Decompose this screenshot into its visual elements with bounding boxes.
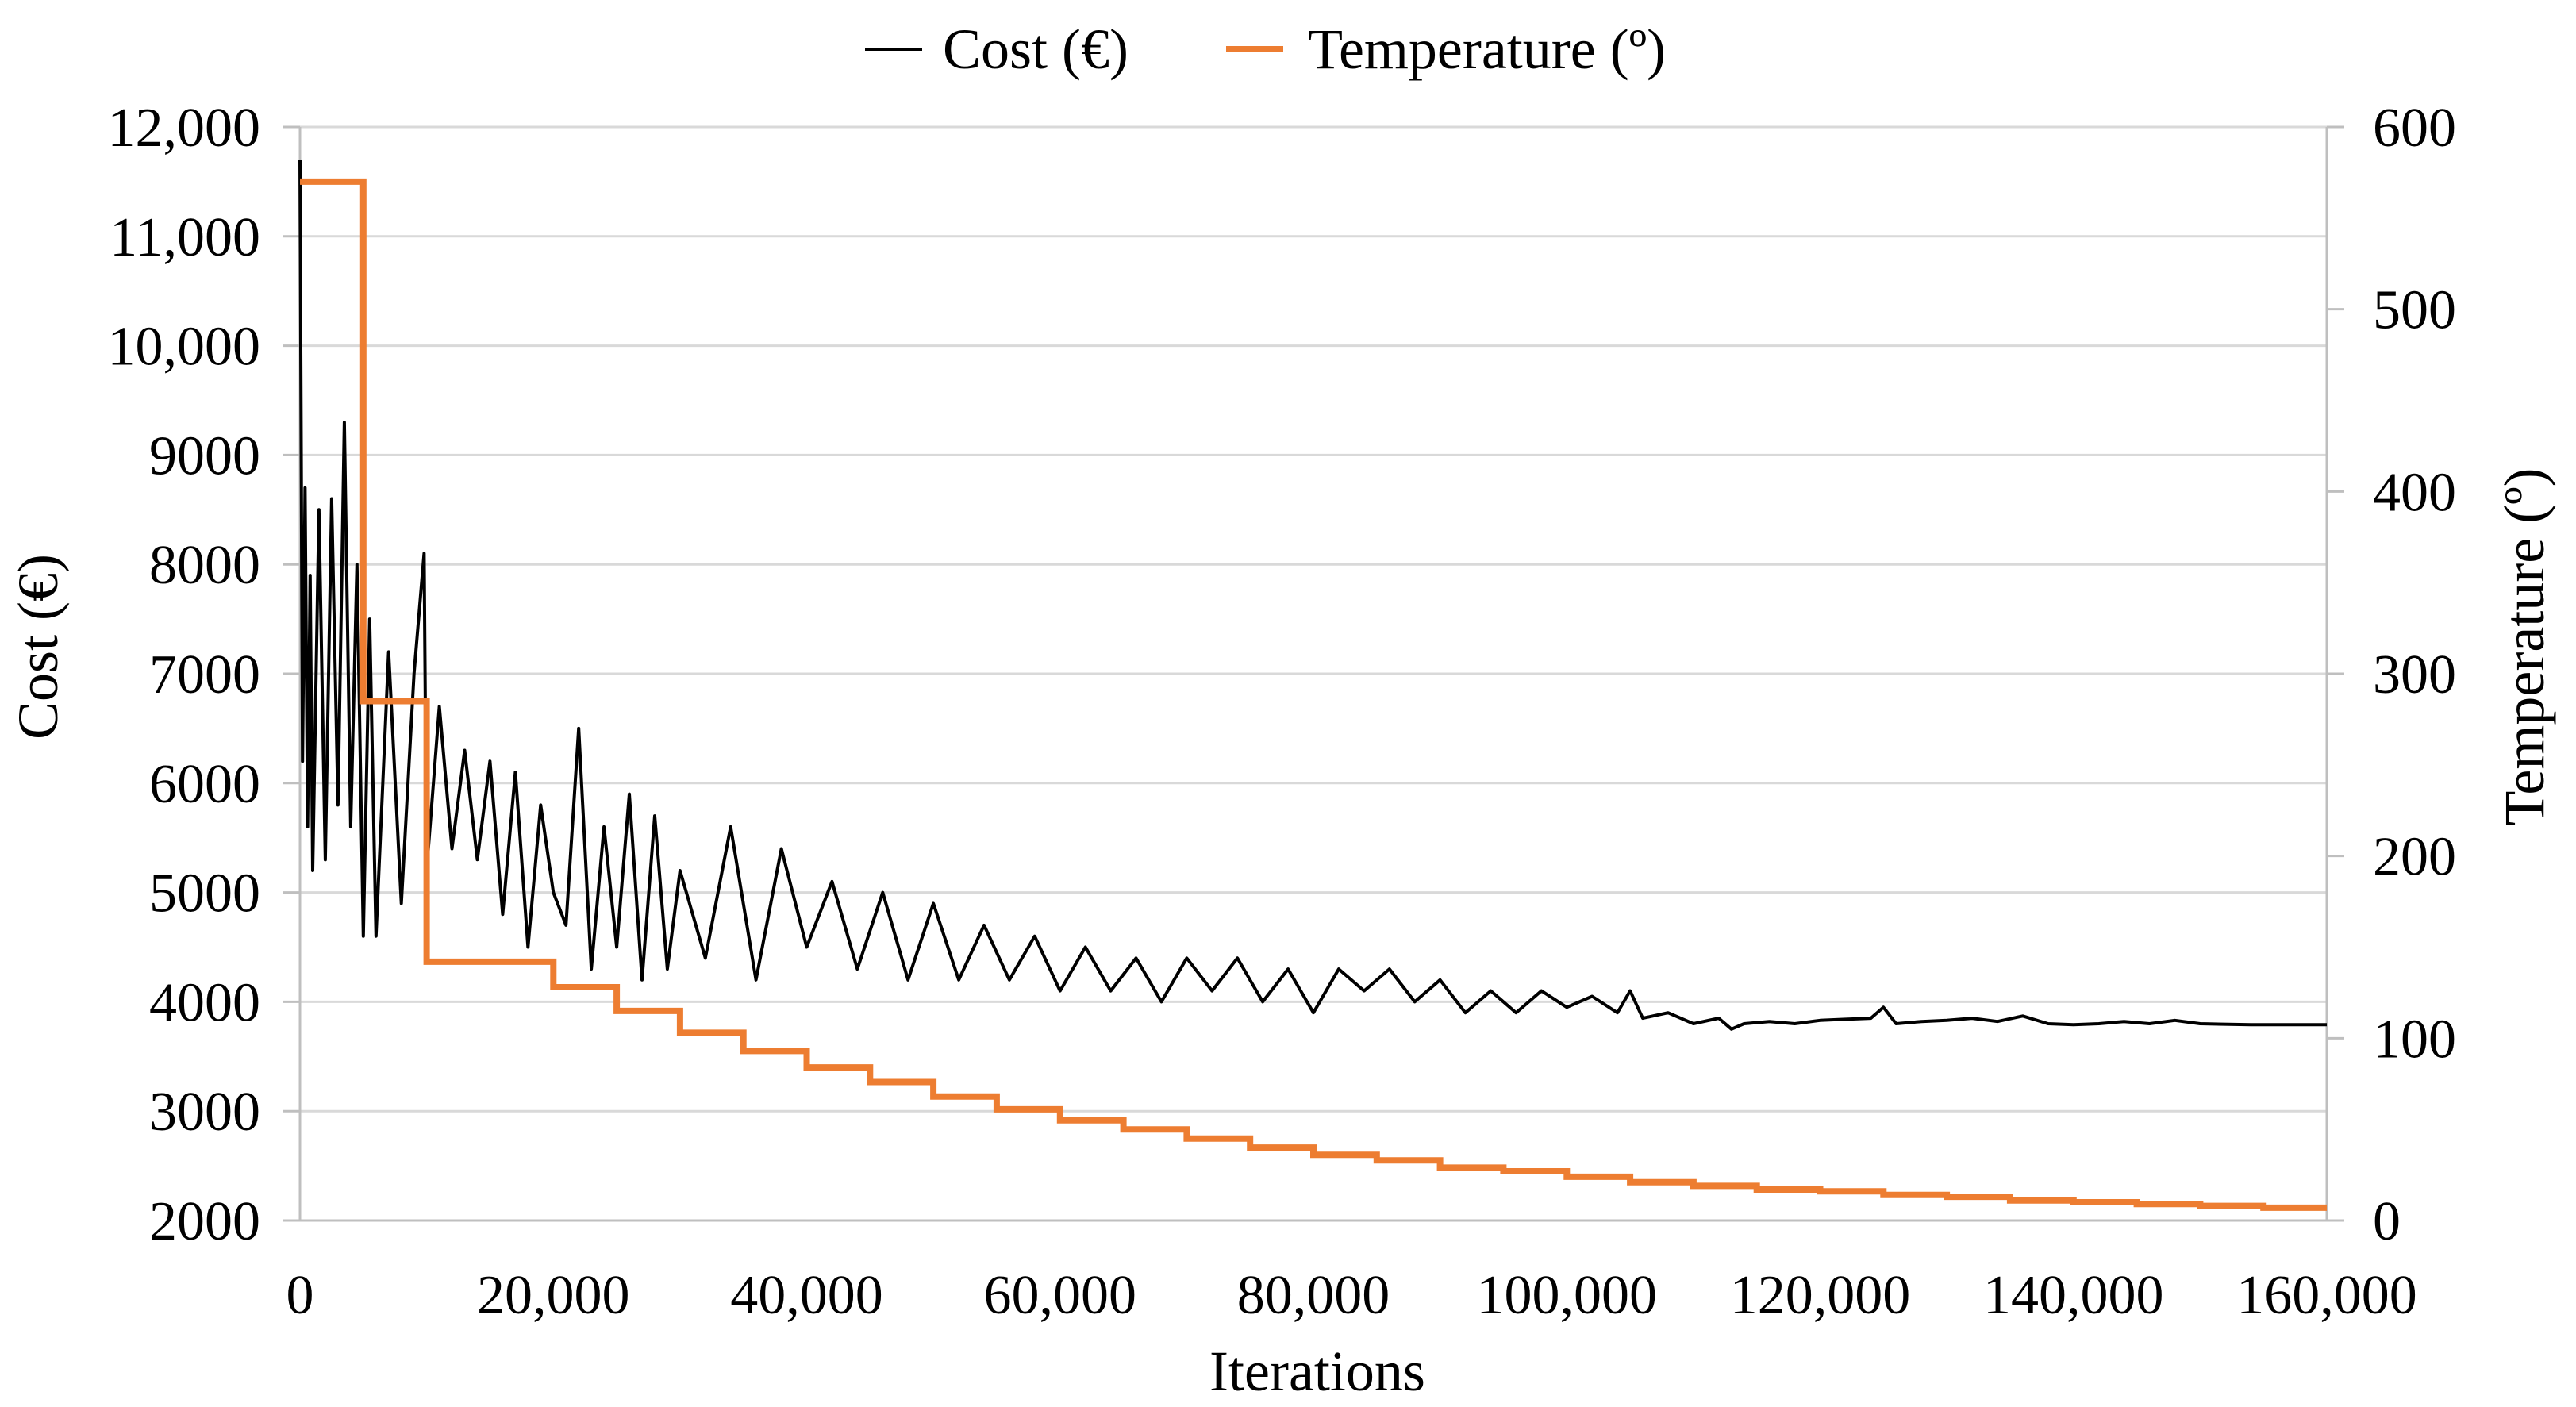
- x-tick-label: 40,000: [730, 1265, 883, 1326]
- x-tick-label: 100,000: [1477, 1265, 1658, 1326]
- y-tick-label: 5000: [149, 863, 260, 925]
- y2-tick-label: 400: [2373, 462, 2456, 523]
- x-tick-label: 160,000: [2236, 1265, 2417, 1326]
- y-tick-label: 6000: [149, 754, 260, 815]
- tick-labels: 2000300040005000600070008000900010,00011…: [108, 98, 2457, 1326]
- y-tick-label: 7000: [149, 644, 260, 705]
- y-tick-label: 12,000: [108, 98, 261, 159]
- y2-tick-label: 100: [2373, 1009, 2456, 1070]
- y-tick-label: 4000: [149, 972, 260, 1033]
- legend-temperature: Temperature (º): [1226, 17, 1666, 81]
- y2-tick-label: 600: [2373, 98, 2456, 159]
- legend-cost-label: Cost (€): [943, 17, 1128, 81]
- y-tick-label: 8000: [149, 535, 260, 596]
- x-tick-label: 120,000: [1730, 1265, 1911, 1326]
- x-tick-label: 20,000: [477, 1265, 630, 1326]
- legend: Cost (€) Temperature (º): [865, 17, 1666, 81]
- y-tick-label: 9000: [149, 425, 260, 486]
- x-tick-label: 0: [286, 1265, 314, 1326]
- gridlines: [300, 125, 2327, 1113]
- legend-temperature-label: Temperature (º): [1308, 17, 1666, 81]
- y2-tick-label: 200: [2373, 827, 2456, 888]
- x-tick-label: 80,000: [1237, 1265, 1390, 1326]
- y2-tick-label: 0: [2373, 1191, 2401, 1252]
- y2-tick-label: 500: [2373, 280, 2456, 341]
- y-tick-label: 2000: [149, 1191, 260, 1252]
- x-tick-label: 60,000: [984, 1265, 1137, 1326]
- y2-axis-title: Temperature (º): [2493, 467, 2556, 825]
- x-tick-label: 140,000: [1983, 1265, 2164, 1326]
- series-cost-line: [298, 160, 2327, 1031]
- y-tick-label: 3000: [149, 1082, 260, 1143]
- y2-tick-label: 300: [2373, 644, 2456, 705]
- x-axis-title: Iterations: [1209, 1340, 1425, 1403]
- legend-cost: Cost (€): [865, 17, 1128, 81]
- y-tick-label: 10,000: [108, 317, 261, 378]
- series-layer: [298, 160, 2327, 1211]
- y-axis-title: Cost (€): [6, 554, 70, 740]
- y-tick-label: 11,000: [110, 207, 260, 268]
- series-temperature-line: [300, 178, 2327, 1211]
